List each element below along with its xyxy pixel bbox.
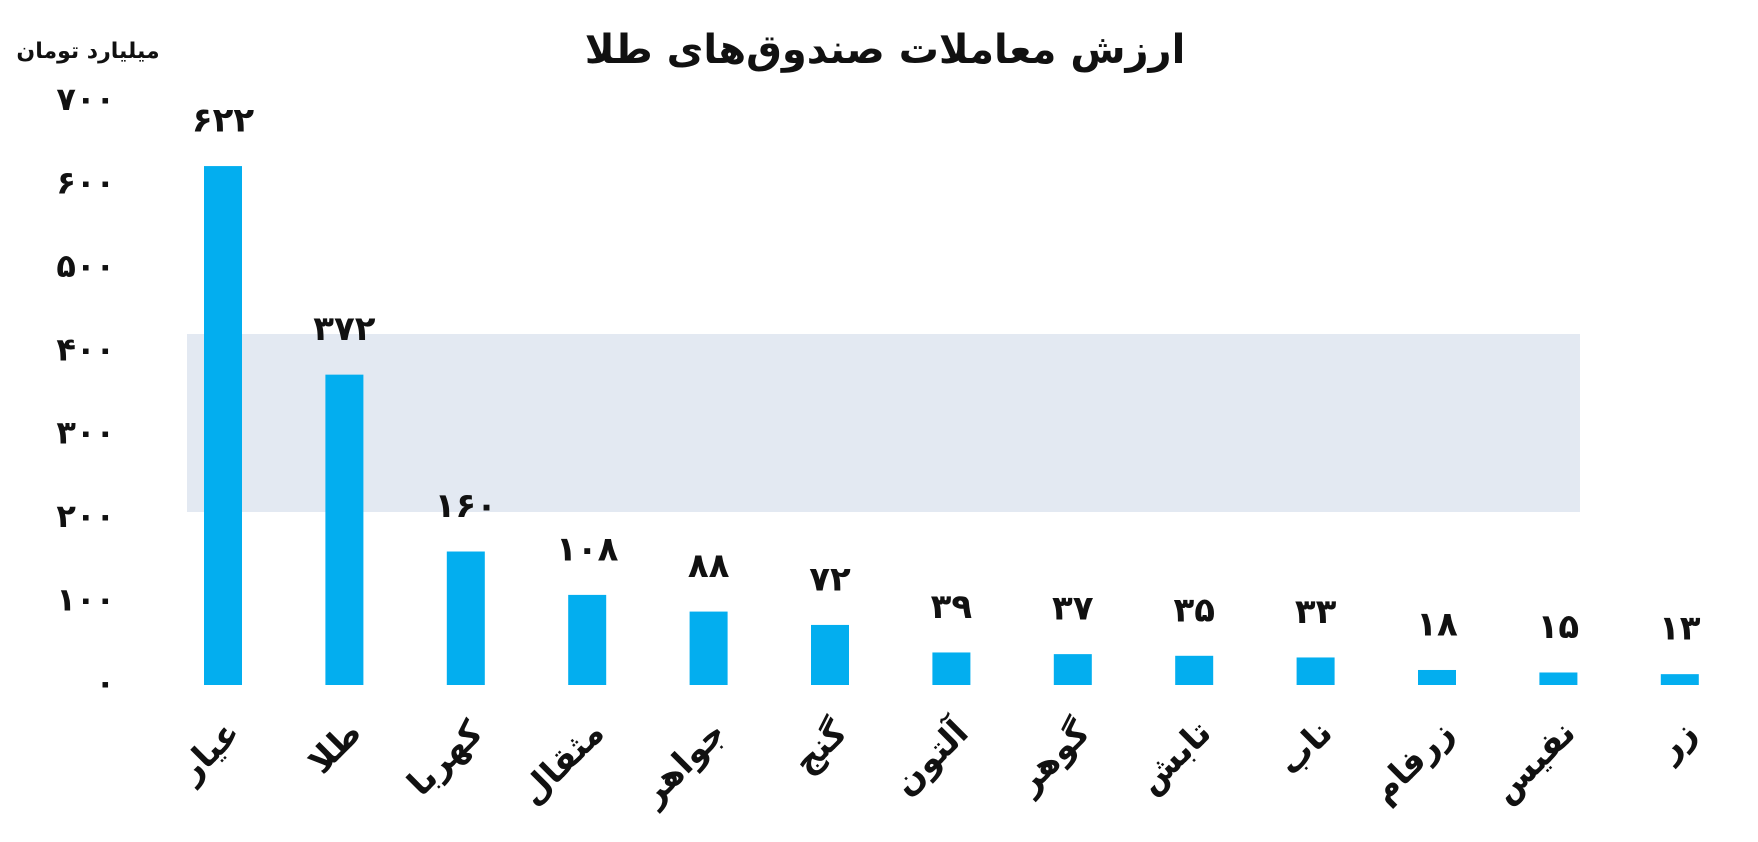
value-label: ۳۹ [931,587,973,627]
y-tick-label: ۲۰۰ [56,497,115,535]
y-tick-label: ۴۰۰ [56,330,115,368]
watermark-band [187,334,1580,512]
value-label: ۸۸ [688,546,730,586]
y-tick-label: ۳۰۰ [56,414,115,452]
value-label: ۳۷۲ [313,309,376,349]
bar [1660,674,1699,685]
value-label: ۳۵ [1173,590,1215,630]
x-tick-label: گوهر [1007,713,1098,804]
x-tick-label: زرفام [1364,713,1462,811]
value-label: ۱۵ [1538,607,1580,647]
bar [1418,669,1456,685]
x-tick-label: نفیس [1485,713,1583,811]
value-label: ۷۲ [809,559,851,599]
x-tick-label: کهربا [400,713,491,804]
bar [1296,657,1335,685]
y-axis-label: میلیارد تومان [16,39,159,64]
x-tick-label: عیار [169,713,248,792]
bar [689,611,728,685]
value-label: ۱۰۸ [556,529,619,569]
value-label: ۳۳ [1295,592,1337,632]
y-tick-label: ۱۰۰ [56,581,115,619]
value-label: ۱۶۰ [435,486,497,526]
bar [325,374,364,685]
x-tick-label: ناب [1270,713,1341,784]
value-label: ۱۸ [1416,604,1458,644]
bar [204,166,242,685]
x-tick-label: طلا [300,713,369,782]
value-label: ۱۳ [1659,609,1701,649]
x-tick-label: آلتون [884,710,977,803]
bar [811,624,849,685]
y-tick-label: ۰ [95,664,115,702]
value-label: ۳۷ [1052,589,1094,629]
y-tick-label: ۶۰۰ [56,163,115,201]
x-tick-label: مثقال [512,713,612,813]
x-tick-label: جواهر [632,713,734,815]
bar [1053,654,1092,685]
x-tick-label: گنج [786,713,856,783]
bar [446,551,485,685]
x-tick-label: زر [1647,713,1704,770]
bar [932,652,971,685]
chart-title: ارزش معاملات صندوق‌های طلا [585,27,1186,73]
y-tick-label: ۷۰۰ [56,80,115,118]
x-tick-label: تابش [1130,713,1219,802]
bar [568,594,607,685]
bar [1539,672,1578,685]
bar [1175,655,1214,685]
y-tick-label: ۵۰۰ [56,247,115,285]
value-label: ۶۲۲ [192,101,255,141]
